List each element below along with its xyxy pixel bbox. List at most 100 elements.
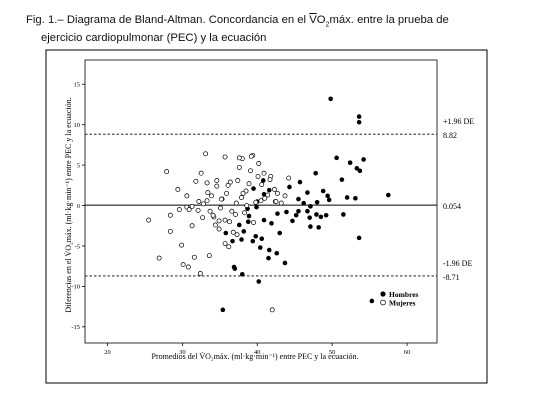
point-hombres <box>356 235 362 241</box>
point-hombres <box>334 155 339 161</box>
point-hombres <box>296 196 301 202</box>
point-hombres <box>256 279 262 284</box>
point-mujeres <box>225 182 231 188</box>
caption-line-2: ejercicio cardiopulmonar (PEC) y la ecua… <box>41 31 267 44</box>
caption-vo2-subscript: 2 <box>325 21 330 29</box>
point-mujeres <box>282 193 288 199</box>
point-mujeres <box>210 212 216 218</box>
point-mujeres <box>233 211 238 217</box>
point-mujeres <box>196 199 202 204</box>
point-hombres <box>266 187 272 193</box>
point-hombres <box>308 224 313 229</box>
point-mujeres <box>193 178 199 184</box>
y-tick-label: -5 <box>75 243 80 250</box>
point-hombres <box>274 250 280 256</box>
point-mujeres <box>265 192 271 198</box>
point-hombres <box>323 212 329 218</box>
point-hombres <box>251 186 256 191</box>
point-mujeres <box>224 190 229 196</box>
point-mujeres <box>218 196 224 202</box>
point-hombres <box>239 237 244 242</box>
point-hombres <box>318 214 324 220</box>
point-mujeres <box>226 244 232 250</box>
reference-line-value: -8.71 <box>443 273 460 282</box>
point-mujeres <box>146 217 152 223</box>
caption-vo2-o: O <box>316 14 326 26</box>
point-mujeres <box>227 219 232 225</box>
chart-frame <box>45 49 488 384</box>
x-tick-label: 40 <box>254 349 261 356</box>
point-hombres <box>326 197 332 203</box>
point-mujeres <box>191 254 197 260</box>
point-mujeres <box>246 181 252 187</box>
point-hombres <box>277 230 283 236</box>
point-hombres <box>314 212 319 217</box>
reference-line-value: 0.054 <box>443 202 461 211</box>
caption-line-1-end: máx. entre la prueba de <box>329 14 449 26</box>
point-mujeres <box>278 200 284 206</box>
reference-lines: +1.96 DE 8.82 0.054 -1.96 DE -8.71 <box>85 117 474 282</box>
point-mujeres <box>273 199 279 204</box>
point-hombres <box>261 217 267 223</box>
legend-label: Mujeres <box>389 299 416 308</box>
point-hombres <box>353 195 358 201</box>
point-mujeres <box>222 154 228 160</box>
point-hombres <box>284 209 289 215</box>
point-hombres <box>356 119 362 125</box>
point-hombres <box>339 177 345 182</box>
legend-marker-hombres <box>380 291 386 297</box>
point-hombres <box>307 215 312 220</box>
point-mujeres <box>261 170 267 176</box>
point-hombres <box>341 212 346 217</box>
point-hombres <box>230 238 235 244</box>
point-mujeres <box>204 180 210 186</box>
point-mujeres <box>222 241 228 246</box>
point-hombres <box>301 200 306 206</box>
point-hombres <box>275 211 280 216</box>
reference-line-label: +1.96 DE <box>443 117 474 126</box>
point-mujeres <box>214 183 220 189</box>
point-hombres <box>290 218 295 224</box>
point-mujeres <box>269 307 275 313</box>
point-hombres <box>325 193 330 199</box>
x-axis-label: Promedios del V̇O₂máx. (ml·kg·min⁻¹) ent… <box>152 352 359 361</box>
caption-line-1-start: Fig. 1.– Diagrama de Bland-Altman. Conco… <box>26 14 310 26</box>
point-mujeres <box>256 161 262 166</box>
y-tick-label: 0 <box>77 203 80 210</box>
point-mujeres <box>189 223 195 229</box>
x-tick-label: 20 <box>104 349 111 356</box>
point-mujeres <box>240 190 246 196</box>
point-mujeres <box>184 193 190 199</box>
point-mujeres <box>258 198 264 204</box>
point-mujeres <box>248 153 254 159</box>
point-hombres <box>357 168 363 174</box>
point-hombres <box>223 230 229 236</box>
point-hombres <box>316 225 321 230</box>
point-hombres <box>250 238 256 244</box>
point-mujeres <box>167 212 173 218</box>
point-hombres <box>245 219 251 225</box>
point-hombres <box>361 157 366 162</box>
y-tick-label: -10 <box>71 284 80 291</box>
point-mujeres <box>248 168 253 174</box>
point-mujeres <box>234 232 240 238</box>
point-mujeres <box>200 201 206 207</box>
x-tick-label: 50 <box>329 349 336 356</box>
point-hombres <box>241 229 247 234</box>
point-hombres <box>314 200 320 205</box>
point-mujeres <box>229 208 235 214</box>
point-hombres <box>296 208 301 214</box>
x-tick-label: 60 <box>404 349 411 356</box>
point-mujeres <box>262 195 268 201</box>
point-mujeres <box>207 208 213 214</box>
point-hombres <box>259 236 265 241</box>
point-hombres <box>347 160 353 165</box>
point-hombres <box>257 245 263 250</box>
point-hombres <box>308 204 313 209</box>
point-mujeres <box>259 182 265 187</box>
point-hombres <box>369 298 375 304</box>
point-hombres <box>386 192 391 198</box>
point-hombres <box>236 222 242 228</box>
point-mujeres <box>253 199 259 205</box>
